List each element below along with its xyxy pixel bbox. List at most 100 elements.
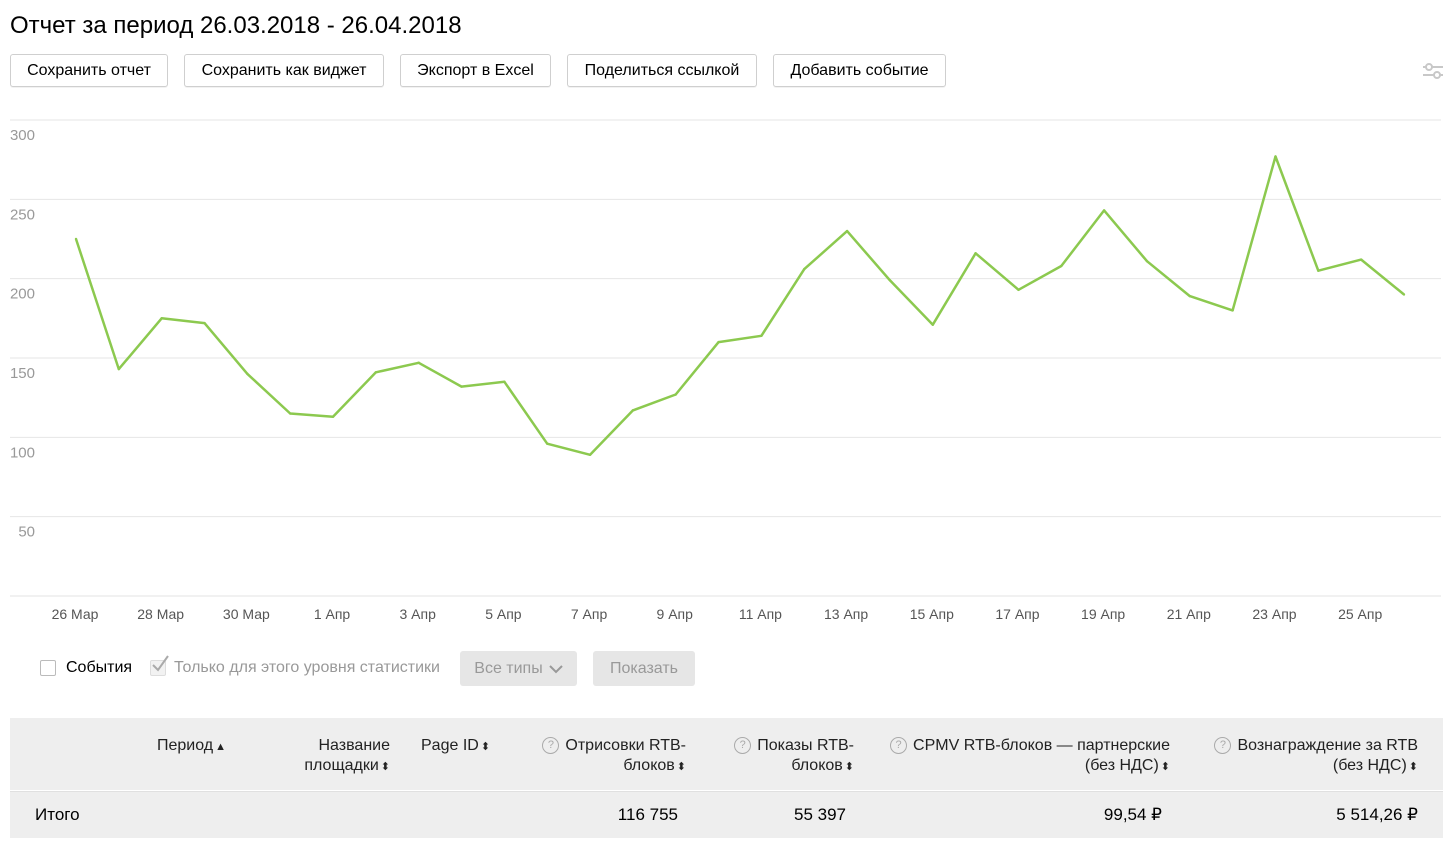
- data-point[interactable]: [588, 453, 592, 456]
- y-tick-label: 50: [18, 524, 35, 541]
- y-tick-label: 300: [10, 127, 35, 144]
- export-excel-button[interactable]: Экспорт в Excel: [400, 54, 551, 87]
- x-tick-label: 21 Апр: [1167, 606, 1211, 622]
- y-tick-label: 100: [10, 444, 35, 461]
- page-title: Отчет за период 26.03.2018 - 26.04.2018: [10, 12, 462, 39]
- x-tick-label: 19 Апр: [1081, 606, 1125, 622]
- sort-icon: ⬍: [676, 761, 686, 773]
- total-reward: 5 514,26 ₽: [1336, 805, 1418, 824]
- help-icon[interactable]: ?: [542, 737, 560, 754]
- data-point[interactable]: [1274, 155, 1277, 158]
- data-point[interactable]: [717, 340, 720, 344]
- data-point[interactable]: [1402, 293, 1406, 296]
- x-tick-label: 7 Апр: [571, 606, 608, 622]
- settings-sliders-icon[interactable]: [1422, 61, 1444, 81]
- sort-icon: ⬍: [1160, 761, 1170, 773]
- chevron-down-icon: [549, 664, 563, 673]
- y-tick-label: 200: [10, 286, 35, 303]
- help-icon[interactable]: ?: [1214, 737, 1232, 754]
- data-point[interactable]: [246, 372, 249, 376]
- data-point[interactable]: [1317, 269, 1320, 272]
- events-label: События: [66, 659, 133, 676]
- data-point[interactable]: [160, 317, 163, 320]
- checkmark-icon: [152, 655, 169, 672]
- x-tick-label: 11 Апр: [739, 606, 782, 622]
- sort-asc-icon: ▲: [215, 741, 227, 753]
- x-tick-label: 25 Апр: [1338, 606, 1382, 622]
- total-rtb-renders: 116 755: [617, 805, 678, 824]
- header-page-id[interactable]: Page ID ⬍: [421, 737, 491, 754]
- x-tick-label: 3 Апр: [400, 606, 437, 622]
- header-period[interactable]: Период ▲: [157, 737, 227, 754]
- data-point[interactable]: [631, 409, 635, 412]
- data-point[interactable]: [74, 237, 78, 241]
- chart-grid: [10, 119, 1441, 597]
- data-point[interactable]: [331, 415, 335, 418]
- x-tick-label: 9 Апр: [657, 606, 694, 622]
- total-label: Итого: [35, 805, 80, 824]
- series-line: [74, 155, 1405, 457]
- line-chart: 50 100 150 200 250 300 26 Мар 28 Мар 30 Мар 1 Ап…: [10, 119, 1441, 622]
- total-rtb-shows: 55 397: [794, 805, 846, 824]
- data-point[interactable]: [974, 252, 977, 255]
- x-tick-label: 15 Апр: [910, 606, 954, 622]
- header-rtb-renders[interactable]: ? Отрисовки RTB- блоков ⬍: [520, 736, 686, 777]
- header-site-name[interactable]: Название площадки ⬍: [304, 737, 390, 774]
- save-as-widget-button[interactable]: Сохранить как виджет: [184, 54, 384, 87]
- x-tick-label: 17 Апр: [995, 606, 1039, 622]
- y-axis: 50 100 150 200 250 300: [10, 127, 35, 541]
- sort-icon: ⬍: [1408, 761, 1418, 773]
- table-row-total: Итого 116 755 55 397 99,54 ₽ 5 514,26 ₽: [10, 791, 1443, 838]
- x-tick-label: 26 Мар: [52, 606, 99, 622]
- data-point[interactable]: [417, 361, 420, 364]
- data-point[interactable]: [1231, 309, 1234, 312]
- x-tick-label: 30 Мар: [223, 606, 270, 622]
- level-only-label: Только для этого уровня статистики: [174, 659, 440, 676]
- help-icon[interactable]: ?: [734, 737, 752, 754]
- sort-icon: ⬍: [844, 761, 854, 773]
- y-tick-label: 150: [10, 365, 35, 382]
- x-tick-label: 5 Апр: [485, 606, 522, 622]
- save-report-button[interactable]: Сохранить отчет: [10, 54, 168, 87]
- data-point[interactable]: [803, 267, 806, 271]
- share-link-button[interactable]: Поделиться ссылкой: [567, 54, 757, 87]
- data-point[interactable]: [760, 334, 763, 337]
- data-point[interactable]: [546, 442, 549, 445]
- all-types-dropdown[interactable]: Все типы: [460, 651, 577, 686]
- table-header: Период ▲ Название площадки ⬍ Page ID ⬍ ? Отр…: [10, 718, 1443, 790]
- data-point[interactable]: [203, 321, 206, 325]
- x-tick-label: 28 Мар: [137, 606, 184, 622]
- chart-series: [74, 155, 1406, 457]
- add-event-button[interactable]: Добавить событие: [773, 54, 946, 87]
- data-point[interactable]: [1188, 294, 1192, 298]
- header-rtb-shows[interactable]: ? Показы RTB- блоков ⬍: [710, 736, 854, 777]
- data-point[interactable]: [1017, 288, 1020, 291]
- data-point[interactable]: [888, 279, 892, 282]
- data-point[interactable]: [1060, 264, 1063, 268]
- header-reward[interactable]: ? Вознаграждение за RTB (без НДС) ⬍: [1190, 736, 1418, 777]
- header-cpmv[interactable]: ? CPMV RTB-блоков — партнерские (без НДС)…: [860, 736, 1170, 777]
- x-axis: 26 Мар 28 Мар 30 Мар 1 Апр 3 Апр 5 Апр 7 Апр 9 …: [52, 606, 1383, 622]
- data-point[interactable]: [1359, 258, 1363, 261]
- data-point[interactable]: [931, 323, 934, 326]
- sort-icon: ⬍: [380, 761, 390, 773]
- data-point[interactable]: [1145, 260, 1149, 263]
- data-point[interactable]: [674, 393, 677, 396]
- x-tick-label: 13 Апр: [824, 606, 868, 622]
- data-point[interactable]: [117, 367, 121, 371]
- show-button[interactable]: Показать: [593, 651, 695, 686]
- y-tick-label: 250: [10, 206, 35, 223]
- x-tick-label: 1 Апр: [314, 606, 351, 622]
- data-point[interactable]: [845, 229, 849, 233]
- events-checkbox[interactable]: [40, 660, 56, 676]
- all-types-label: Все типы: [474, 659, 543, 677]
- total-cpmv: 99,54 ₽: [1103, 805, 1162, 824]
- data-point[interactable]: [1102, 209, 1106, 212]
- level-only-checkbox[interactable]: [150, 655, 169, 676]
- data-point[interactable]: [374, 371, 378, 374]
- x-tick-label: 23 Апр: [1252, 606, 1296, 622]
- data-point[interactable]: [288, 412, 292, 415]
- data-point[interactable]: [503, 380, 506, 383]
- data-point[interactable]: [460, 385, 463, 388]
- help-icon[interactable]: ?: [890, 737, 908, 754]
